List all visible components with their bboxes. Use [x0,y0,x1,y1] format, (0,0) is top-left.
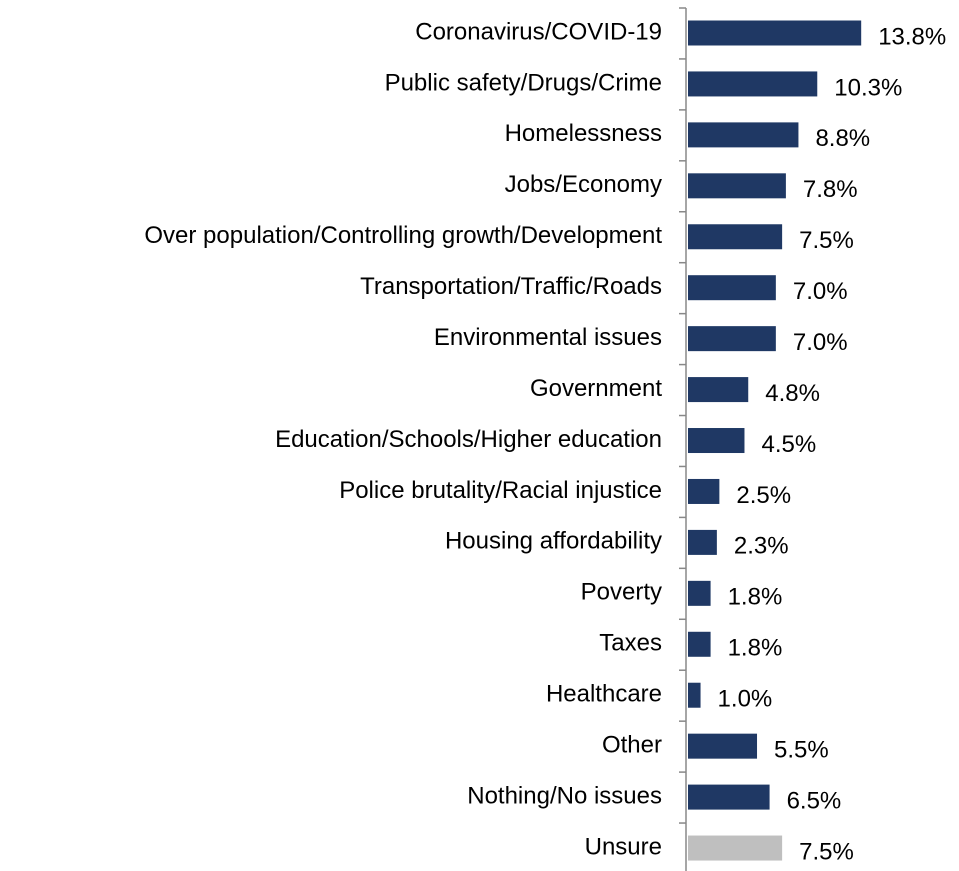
value-label: 7.0% [793,329,848,356]
value-label: 7.8% [803,176,858,203]
value-label: 10.3% [834,74,902,101]
category-label: Transportation/Traffic/Roads [360,273,662,300]
value-label: 6.5% [787,787,842,814]
bar [688,529,717,555]
value-label: 7.5% [799,227,854,254]
bar [688,733,758,759]
value-label: 7.0% [793,278,848,305]
value-label: 2.5% [736,482,791,509]
value-label: 7.5% [799,838,854,865]
value-label: 1.8% [728,635,783,662]
category-label: Nothing/No issues [467,782,662,809]
bar [688,71,818,97]
category-label: Government [530,375,662,402]
category-label: Jobs/Economy [505,171,662,198]
bar [688,478,720,504]
category-label: Homelessness [505,120,662,147]
category-label: Public safety/Drugs/Crime [385,69,662,96]
value-label: 4.5% [761,431,816,458]
bar [688,122,799,148]
value-label: 2.3% [734,533,789,560]
bar [688,784,770,810]
category-label: Environmental issues [434,324,662,351]
category-label: Education/Schools/Higher education [275,426,662,453]
bar [688,428,745,454]
value-label: 5.5% [774,737,829,764]
bar [688,631,711,657]
bar [688,835,783,861]
bar [688,224,783,250]
bar [688,20,862,46]
category-label: Police brutality/Racial injustice [339,477,662,504]
category-label: Poverty [581,579,662,606]
value-label: 4.8% [765,380,820,407]
bar [688,682,701,708]
category-label: Housing affordability [445,528,662,555]
bar [688,275,776,301]
value-label: 1.8% [728,584,783,611]
value-label: 13.8% [878,23,946,50]
value-label: 8.8% [815,125,870,152]
bar [688,173,786,199]
category-label: Over population/Controlling growth/Devel… [144,222,662,249]
category-label: Other [602,732,662,759]
category-label: Taxes [599,630,662,657]
category-label: Unsure [585,833,662,860]
category-label: Healthcare [546,681,662,708]
category-label: Coronavirus/COVID-19 [415,18,662,45]
value-label: 1.0% [718,686,773,713]
bar [688,580,711,606]
bar [688,326,776,352]
bar [688,377,749,403]
